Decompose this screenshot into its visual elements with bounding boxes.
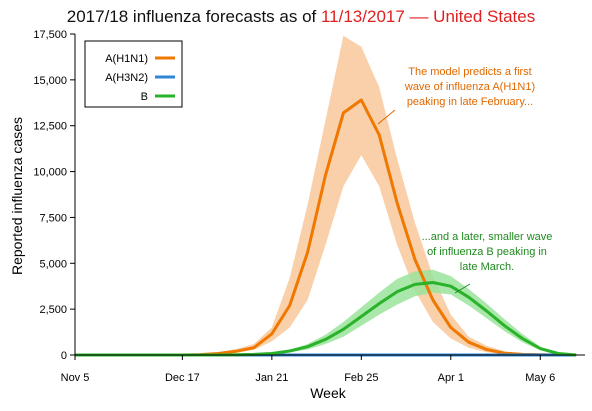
annotation-pointer (377, 109, 396, 125)
legend-label: A(H3N2) (105, 72, 148, 84)
annotation-text: ...and a later, smaller wave of influenza… (422, 231, 553, 273)
annotation-text: The model predicts a first wave of influe… (404, 66, 535, 108)
legend: A(H1N1) A(H3N2) B (84, 40, 183, 108)
title-prefix: 2017/18 influenza forecasts as of (67, 7, 321, 26)
annotation-line: wave of influenza A(H1N1) (404, 81, 535, 93)
y-tick-label: 12,500 (33, 121, 67, 133)
y-axis-title: Reported influenza cases (9, 117, 25, 275)
confidence-bands (75, 35, 577, 356)
legend-label: B (141, 91, 148, 103)
annotation-line: ...and a later, smaller wave (422, 231, 553, 243)
annotation-line: The model predicts a first (408, 66, 532, 78)
annotation-line: late March. (460, 261, 514, 273)
annotation-line: peaking in late February... (407, 96, 533, 108)
annotation-pointer (454, 283, 471, 294)
y-tick-label: 2,500 (39, 304, 67, 316)
x-axis-title: Week (310, 385, 347, 401)
a-h1n1-band (75, 35, 577, 356)
x-tick-label: Feb 25 (344, 372, 378, 384)
x-axis-ticks: Nov 5 Dec 17 Jan 21 Feb 25 Apr 1 May 6 (61, 355, 555, 384)
y-tick-label: 17,500 (33, 29, 67, 41)
annotations: The model predicts a first wave of influe… (377, 66, 553, 294)
title-region: United States (433, 7, 535, 26)
annotation-line: of influenza B peaking in (427, 246, 547, 258)
y-tick-label: 15,000 (33, 75, 67, 87)
x-tick-label: Nov 5 (61, 372, 90, 384)
y-tick-label: 10,000 (33, 167, 67, 179)
y-tick-label: 7,500 (39, 212, 67, 224)
title-separator: –– (405, 7, 433, 26)
y-tick-label: 5,000 (39, 258, 67, 270)
x-tick-label: Apr 1 (438, 372, 464, 384)
chart-title: 2017/18 influenza forecasts as of 11/13/… (67, 7, 535, 26)
b-band (75, 269, 577, 355)
x-tick-label: Jan 21 (255, 372, 288, 384)
title-date: 11/13/2017 (321, 7, 405, 26)
x-tick-label: Dec 17 (165, 372, 200, 384)
y-axis-ticks: 0 2,500 5,000 7,500 10,000 12,500 15,000 17,500 (33, 29, 75, 362)
legend-label: A(H1N1) (105, 53, 148, 65)
y-tick-label: 0 (61, 350, 67, 362)
x-tick-label: May 6 (525, 372, 555, 384)
